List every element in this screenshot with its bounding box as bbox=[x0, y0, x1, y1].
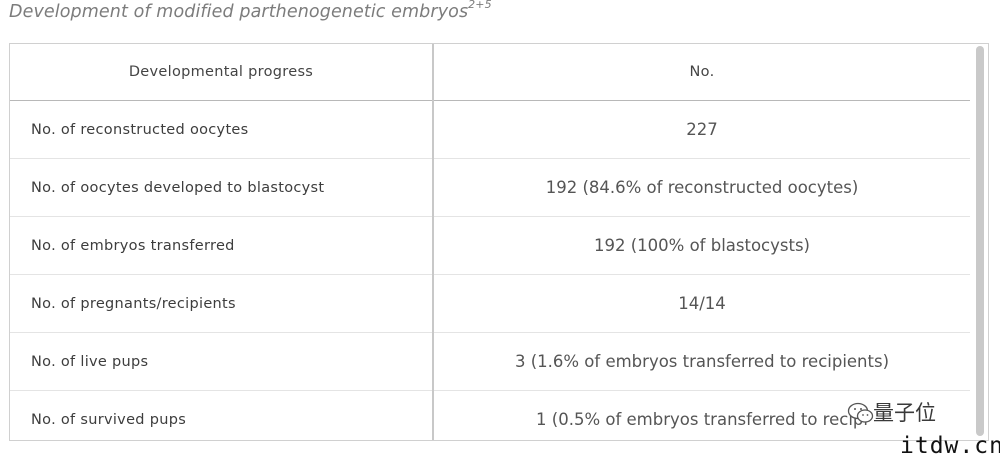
watermark-text: 量子位 bbox=[873, 401, 936, 425]
title-superscript: 2+5 bbox=[468, 0, 492, 12]
table-row: No. of survived pups 1 (0.5% of embryos … bbox=[10, 390, 970, 440]
row-value: 192 (100% of blastocysts) bbox=[433, 216, 970, 275]
vertical-scrollbar[interactable] bbox=[976, 46, 984, 436]
column-header-number: No. bbox=[433, 44, 970, 101]
table-row: No. of pregnants/recipients 14/14 bbox=[10, 274, 970, 333]
table-container[interactable]: Developmental progress No. No. of recons… bbox=[9, 43, 989, 441]
table-row: No. of live pups 3 (1.6% of embryos tran… bbox=[10, 332, 970, 391]
row-value: 14/14 bbox=[433, 274, 970, 333]
row-label: No. of survived pups bbox=[10, 390, 434, 440]
title-text: Development of modified parthenogenetic … bbox=[9, 2, 469, 22]
table-header-row: Developmental progress No. bbox=[10, 44, 970, 101]
table-row: No. of embryos transferred 192 (100% of … bbox=[10, 216, 970, 275]
page-title: Development of modified parthenogenetic … bbox=[9, 0, 492, 22]
watermark-domain: itdw.cn bbox=[900, 433, 1000, 459]
row-label: No. of pregnants/recipients bbox=[10, 274, 434, 333]
table-row: No. of reconstructed oocytes 227 bbox=[10, 100, 970, 159]
row-value: 1 (0.5% of embryos transferred to recipi bbox=[536, 410, 868, 429]
embryo-development-table: Developmental progress No. No. of recons… bbox=[10, 44, 970, 440]
row-label: No. of live pups bbox=[10, 332, 434, 391]
row-value: 227 bbox=[433, 100, 970, 159]
table-row: No. of oocytes developed to blastocyst 1… bbox=[10, 158, 970, 217]
row-label: No. of embryos transferred bbox=[10, 216, 434, 275]
row-label: No. of reconstructed oocytes bbox=[10, 100, 434, 159]
row-label: No. of oocytes developed to blastocyst bbox=[10, 158, 434, 217]
row-value: 3 (1.6% of embryos transferred to recipi… bbox=[433, 332, 970, 391]
column-header-progress: Developmental progress bbox=[10, 44, 434, 101]
row-value: 192 (84.6% of reconstructed oocytes) bbox=[433, 158, 970, 217]
